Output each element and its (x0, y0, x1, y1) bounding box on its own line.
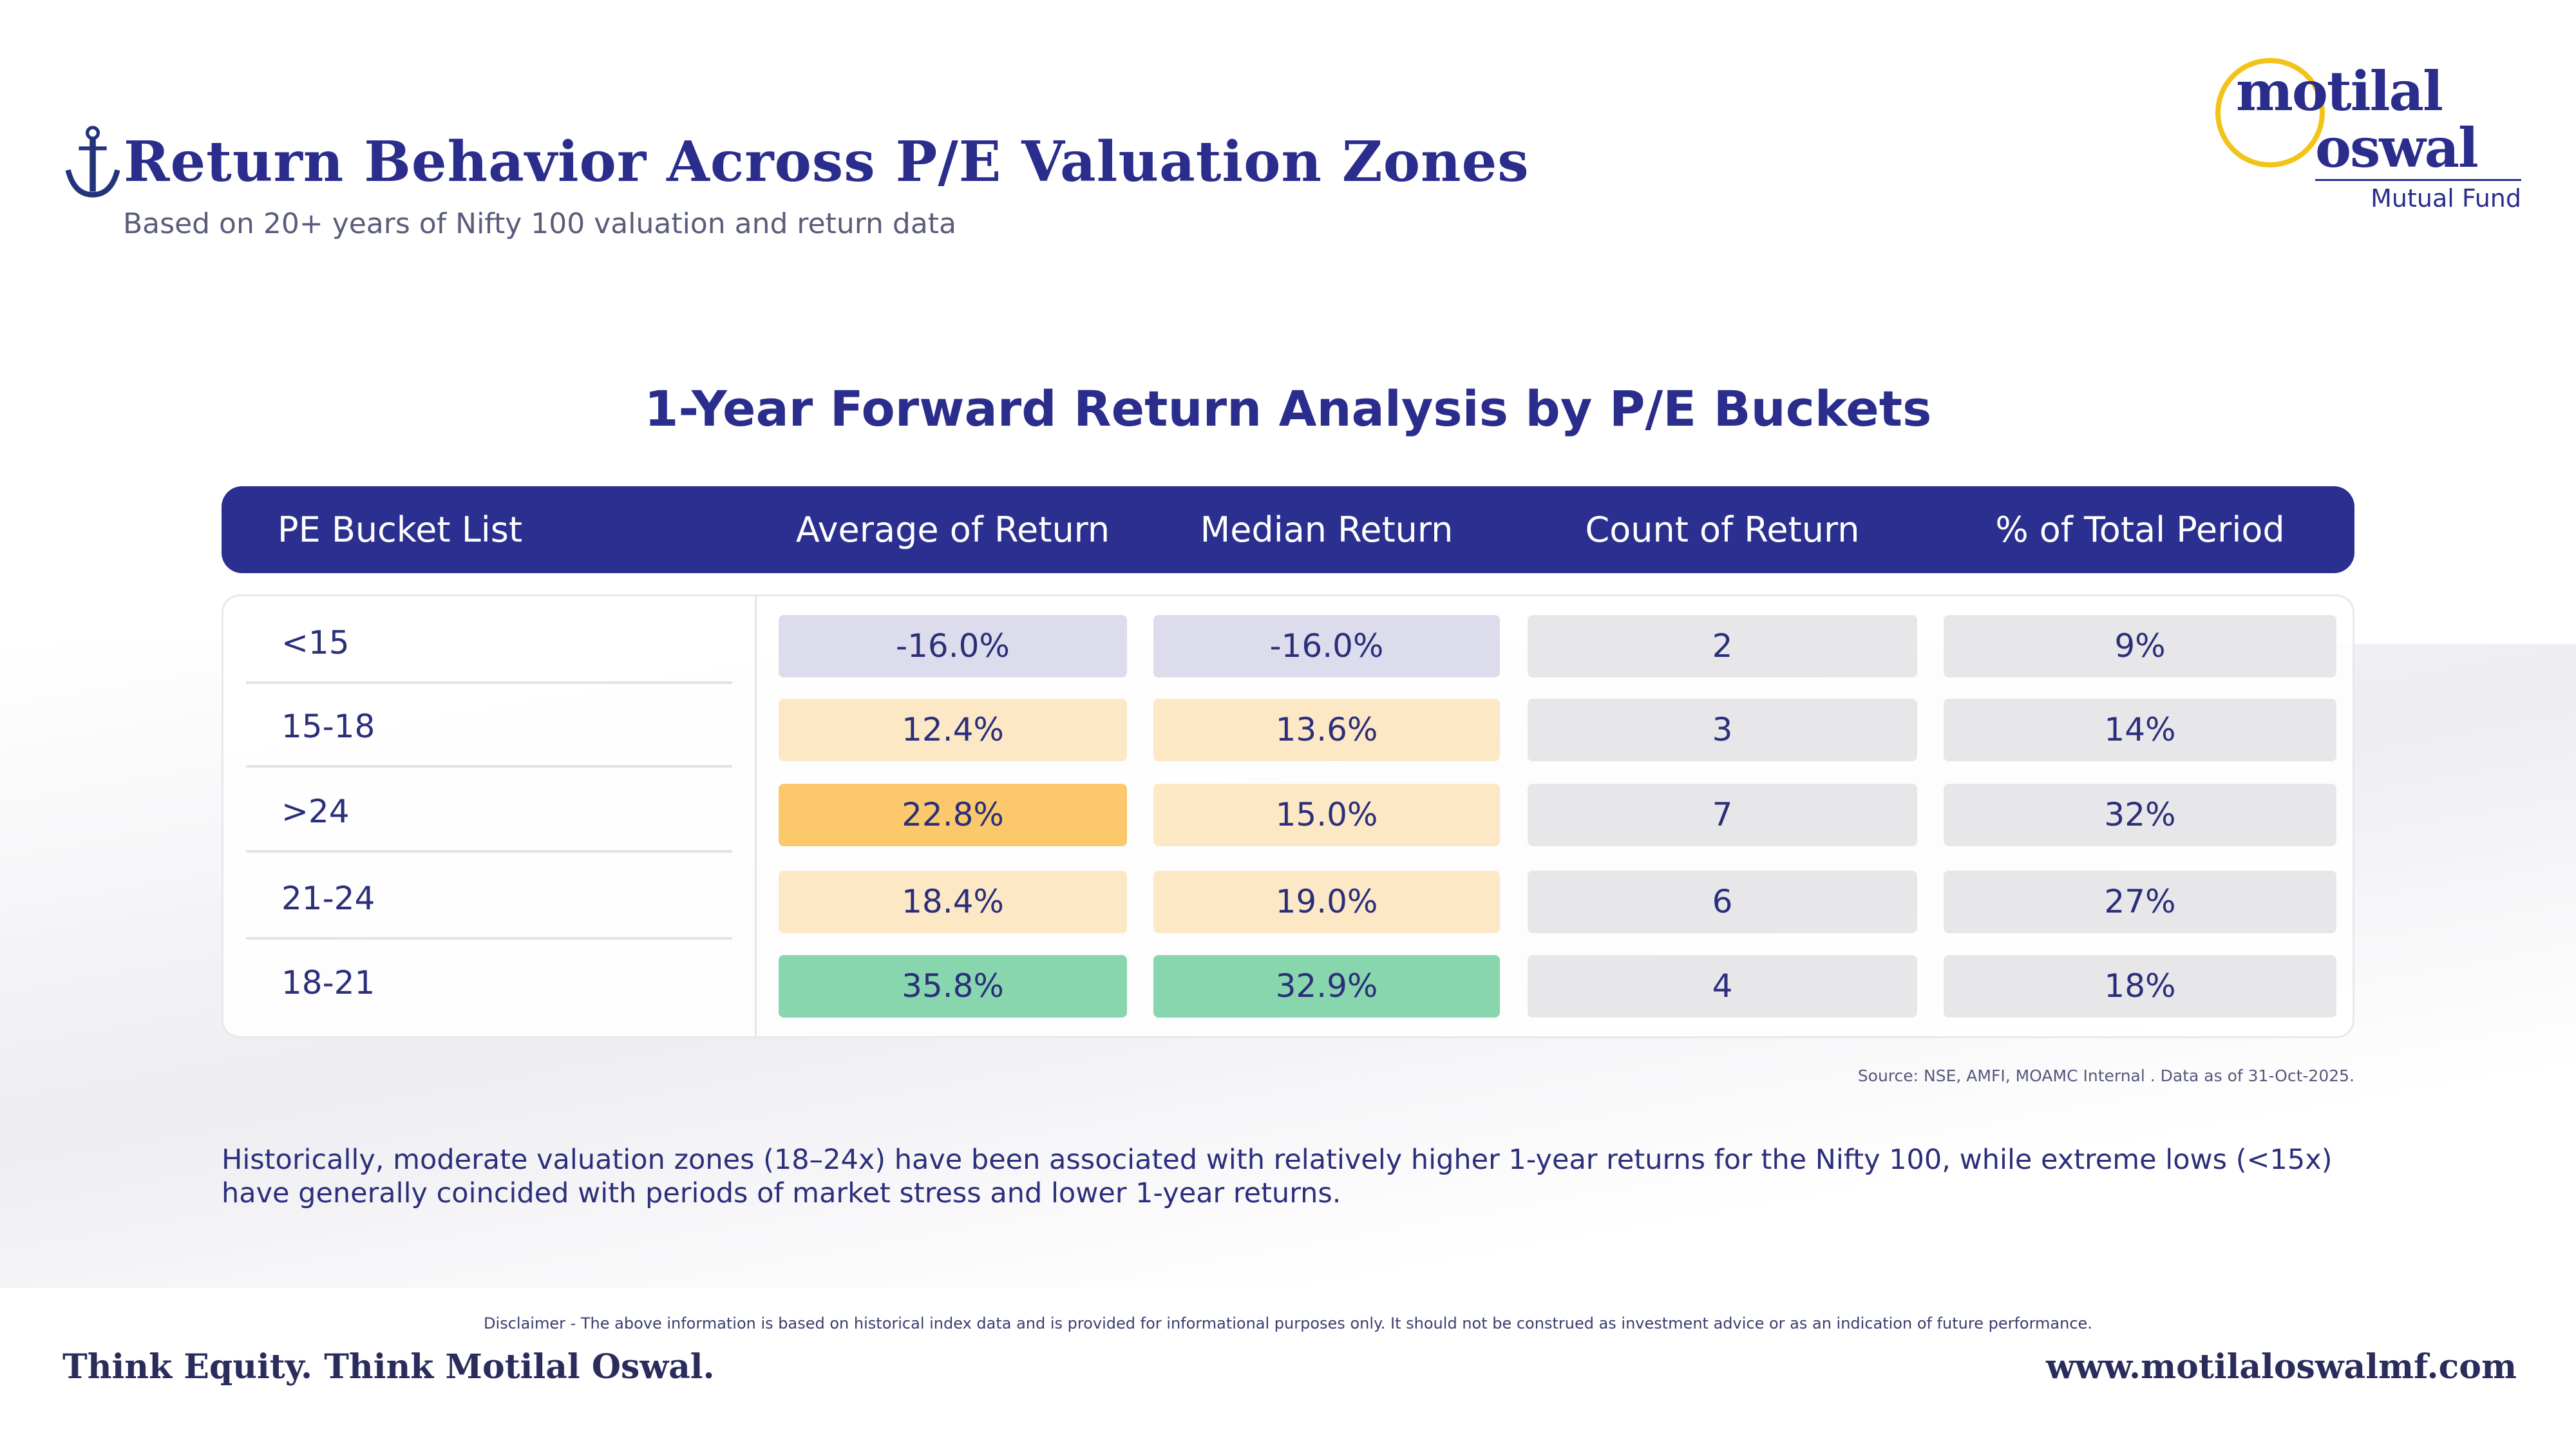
disclaimer-text: Disclaimer - The above information is ba… (484, 1314, 2092, 1332)
cell-average: 35.8% (779, 955, 1127, 1018)
row-divider (246, 681, 732, 684)
cell-median: -16.0% (1153, 615, 1500, 677)
cell-pct: 27% (1944, 871, 2336, 933)
source-note: Source: NSE, AMFI, MOAMC Internal . Data… (1857, 1066, 2354, 1085)
cell-median: 13.6% (1153, 699, 1500, 761)
cell-average: 18.4% (779, 871, 1127, 933)
logo-ring (2215, 58, 2325, 167)
cell-count: 4 (1528, 955, 1917, 1018)
row-divider (246, 850, 732, 853)
table-body: <15 -16.0% -16.0% 2 9% 15-18 12.4% 13.6% 3 14% >24… (222, 594, 2354, 1038)
cell-median: 19.0% (1153, 871, 1500, 933)
cell-count: 3 (1528, 699, 1917, 761)
cell-average: -16.0% (779, 615, 1127, 677)
page-header: Return Behavior Across P/E Valuation Zon… (62, 124, 1530, 201)
page-title: Return Behavior Across P/E Valuation Zon… (124, 129, 1530, 194)
cell-pct: 18% (1944, 955, 2336, 1018)
cell-count: 6 (1528, 871, 1917, 933)
column-header-percent: % of Total Period (1995, 509, 2285, 550)
logo-divider (2315, 179, 2521, 181)
logo-subtext: Mutual Fund (2371, 184, 2521, 213)
table-header: PE Bucket List Average of Return Median … (222, 486, 2354, 573)
footer-tagline: Think Equity. Think Motilal Oswal. (62, 1347, 715, 1387)
cell-pct: 14% (1944, 699, 2336, 761)
column-header-average: Average of Return (795, 509, 1110, 550)
cell-average: 22.8% (779, 784, 1127, 846)
row-label-bucket: 15-18 (281, 708, 375, 745)
cell-average: 12.4% (779, 699, 1127, 761)
cell-median: 15.0% (1153, 784, 1500, 846)
section-title: 1-Year Forward Return Analysis by P/E Bu… (644, 380, 1932, 437)
cell-count: 2 (1528, 615, 1917, 677)
column-header-count: Count of Return (1585, 509, 1860, 550)
footer-url: www.motilaloswalmf.com (2045, 1347, 2517, 1387)
row-label-bucket: >24 (281, 793, 350, 830)
column-header-median: Median Return (1200, 509, 1454, 550)
cell-median: 32.9% (1153, 955, 1500, 1018)
page-subtitle: Based on 20+ years of Nifty 100 valuatio… (123, 207, 957, 240)
cell-count: 7 (1528, 784, 1917, 846)
row-label-bucket: 21-24 (281, 880, 375, 917)
row-label-bucket: <15 (281, 624, 350, 661)
motilal-oswal-logo: motilal oswal Mutual Fund (2209, 52, 2524, 219)
logo-text-line1: motilal (2236, 59, 2443, 123)
row-divider (246, 765, 732, 768)
row-divider (246, 937, 732, 940)
row-label-bucket: 18-21 (281, 964, 375, 1001)
column-divider (755, 596, 757, 1036)
cell-pct: 32% (1944, 784, 2336, 846)
logo-text-line2: oswal (2315, 116, 2479, 180)
column-header-bucket: PE Bucket List (278, 509, 523, 550)
cell-pct: 9% (1944, 615, 2336, 677)
anchor-icon (65, 126, 120, 198)
commentary-text: Historically, moderate valuation zones (… (222, 1144, 2333, 1209)
